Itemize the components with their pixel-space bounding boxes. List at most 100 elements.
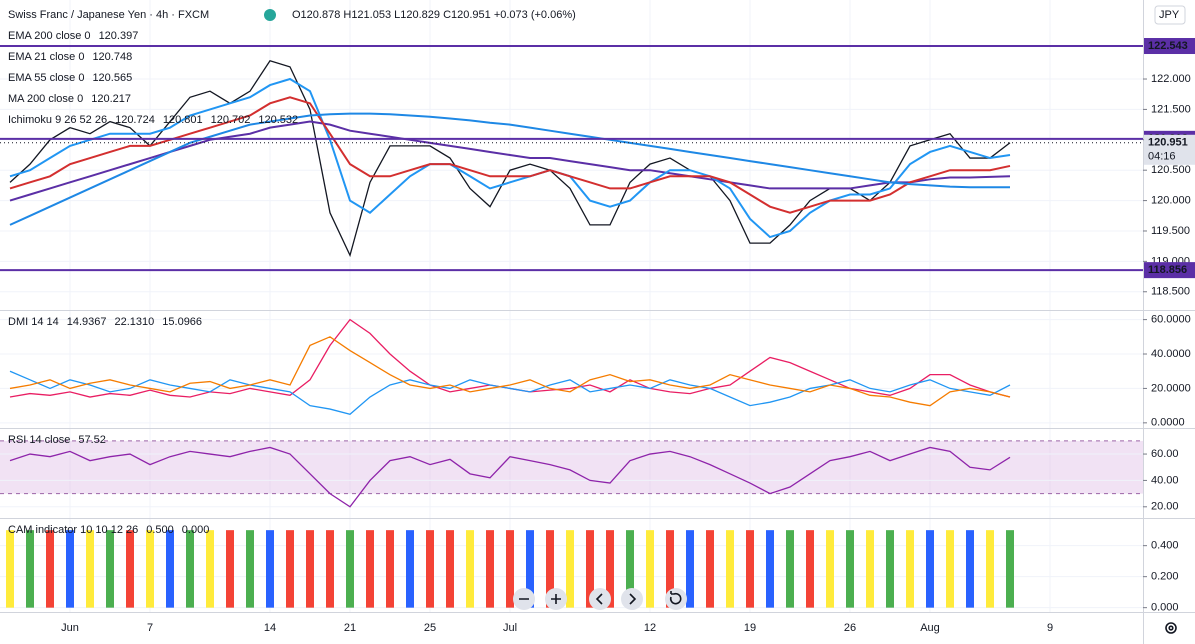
bar [426,530,434,608]
legend-name: Ichimoku 9 26 52 26 [8,114,107,126]
legend-value: 120.748 [92,51,132,63]
last-price-label: 120.951 [1148,137,1188,149]
bar [906,530,914,608]
currency-box [1154,5,1186,25]
band [0,440,1143,494]
bar [26,530,34,608]
zoom-controls[interactable] [513,588,687,610]
bar [806,530,814,608]
y-tick-label: 0.400 [1151,540,1179,552]
bar [146,530,154,608]
series-line [9,370,1011,415]
chart-title: Swiss Franc / Japanese Yen · 4h · FXCM [8,9,209,21]
legend-value: 57.52 [78,434,106,446]
icon [669,591,682,605]
legend-value: 120.724 [115,114,155,126]
foreground: Jun 7 14 21 25 Jul 12 19 26 Aug 9118.500119.000119… [0,5,1195,634]
y-tick-label: 0.0000 [1151,417,1185,429]
bar [506,530,514,608]
series-line [9,112,1010,226]
level-label-box [1144,262,1195,279]
countdown: 04:16 [1148,151,1176,163]
bar [766,530,774,608]
legend-name: EMA 55 close 0 [8,72,84,84]
y-tick-label: 40.0000 [1151,348,1191,360]
legend-value: 0.500 [146,524,174,536]
level-label: 122.543 [1148,40,1188,52]
y-tick-label: 119.500 [1151,225,1190,237]
legend-name: EMA 21 close 0 [8,51,84,63]
bar [126,530,134,608]
bar [966,530,974,608]
bar [266,530,274,608]
bar [566,530,574,608]
legend-value: 120.532 [258,114,298,126]
bar [326,530,334,608]
currency: JPY [1159,9,1180,21]
scroll-left-button[interactable] [589,588,611,610]
bar [66,530,74,608]
gear-icon[interactable] [1165,622,1177,634]
ohlc: O120.878 H121.053 L120.829 C120.951 +0.0… [292,9,576,21]
bar [946,530,954,608]
control-icons [519,591,682,605]
bar [466,530,474,608]
legend-name: MA 200 close 0 [8,93,83,105]
legend-value: 120.565 [92,72,132,84]
series-line [9,446,1011,508]
bar [406,530,414,608]
x-tick-label: 9 [1047,622,1053,634]
y-tick-label: 20.00 [1151,501,1179,513]
bar [786,530,794,608]
bar [486,530,494,608]
bar [366,530,374,608]
last-price-box [1144,134,1195,165]
y-tick-label: 60.0000 [1151,314,1191,326]
bar [686,530,694,608]
panel-title: DMI 14 14 [8,316,59,328]
x-tick-label: 7 [147,622,153,634]
series-line [9,336,1011,407]
level-label-box [1144,38,1195,55]
y-tick-label: 118.500 [1151,286,1190,298]
bar [986,530,994,608]
x-tick-label: 26 [844,622,856,634]
legend-value: 120.397 [99,30,139,42]
y-tick-label: 120.500 [1151,164,1191,176]
bar [546,530,554,608]
scroll-right-button[interactable] [621,588,643,610]
status-dot [264,9,276,21]
bar [646,530,654,608]
y-tick-label: 120.000 [1151,194,1191,206]
bar [1006,530,1014,608]
bar [346,530,354,608]
bar [386,530,394,608]
y-tick-label: 121.500 [1151,103,1191,115]
bar [186,530,194,608]
bar [226,530,234,608]
legend-value: 0.000 [182,524,210,536]
y-tick-label: 60.00 [1151,448,1179,460]
bar [926,530,934,608]
x-tick-label: Jun [61,622,79,634]
bar [286,530,294,608]
bar [166,530,174,608]
bar [746,530,754,608]
x-tick-label: Aug [920,622,940,634]
y-tick-label: 0.200 [1151,571,1179,583]
bar [866,530,874,608]
legend-value: 120.702 [211,114,251,126]
bar [446,530,454,608]
bar [246,530,254,608]
reset-button[interactable] [665,588,687,610]
y-tick-label: 20.0000 [1151,382,1191,394]
bar [86,530,94,608]
bar [886,530,894,608]
bar [846,530,854,608]
settings-button[interactable] [1165,622,1177,634]
legend-value: 22.1310 [115,316,155,328]
series-line [9,96,1011,214]
x-tick-label: 25 [424,622,436,634]
